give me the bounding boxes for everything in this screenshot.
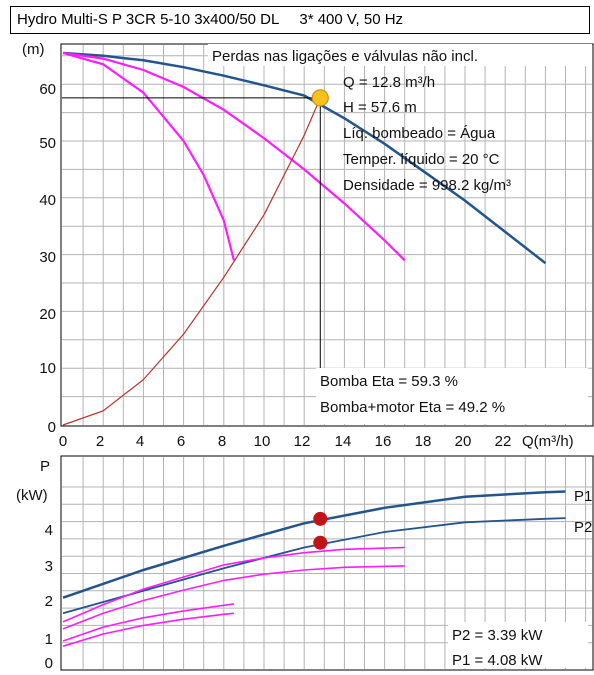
head-x-tick: 2 (96, 433, 104, 450)
head-x-tick: 18 (415, 433, 432, 450)
head-y-ticks: 0 10 20 30 40 50 60 (39, 81, 56, 436)
p1-reduced-speed-curve (62, 546, 405, 623)
head-x-tick: 16 (375, 433, 392, 450)
efficiency-note-bg (316, 368, 588, 424)
head-y-tick: 0 (48, 419, 56, 436)
p1-curve (62, 490, 566, 599)
head-lines (62, 51, 547, 426)
head-chart: (m) Q(m³/h) 0 10 20 30 40 50 60 0 2 4 6 … (22, 41, 594, 450)
head-x-ticks: 0 2 4 6 8 10 12 14 16 18 20 22 (59, 433, 512, 450)
losses-note-bg (208, 44, 592, 66)
p2-min-speed-curve (62, 612, 234, 647)
p1-note: P1 = 4.08 kW (452, 652, 543, 669)
losses-note: Perdas nas ligações e válvulas não incl. (212, 48, 478, 65)
duty-point-marker (311, 89, 329, 107)
p2-curve-label: P2 (574, 519, 592, 536)
head-x-tick: 10 (254, 433, 271, 450)
power-y-ticks: 0 1 2 3 4 (45, 522, 53, 672)
head-x-tick: 0 (59, 433, 67, 450)
temperature-note: Temper. líquido = 20 °C (343, 151, 500, 168)
pump-eta-note: Bomba Eta = 59.3 % (320, 373, 458, 390)
liquid-note: Líq. bombeado = Água (343, 125, 496, 142)
power-y-tick: 2 (45, 593, 53, 610)
power-supply: 3* 400 V, 50 Hz (299, 11, 404, 28)
power-chart: P (kW) 0 1 2 3 4 P1 P2 P2 = 3.39 kW P1 =… (16, 455, 594, 672)
head-x-unit-label: Q(m³/h) (522, 433, 574, 450)
head-y-tick: 50 (39, 135, 56, 152)
power-grid (62, 457, 592, 669)
p1-min-speed-curve (62, 603, 235, 642)
head-y-tick: 40 (39, 192, 56, 209)
head-x-tick: 12 (294, 433, 311, 450)
power-y-tick: 3 (45, 558, 53, 575)
power-y-axis-letter: P (40, 458, 50, 475)
head-y-unit-label: (m) (22, 41, 45, 58)
head-x-tick: 8 (218, 433, 226, 450)
power-y-tick: 1 (45, 631, 53, 648)
flow-note: Q = 12.8 m³/h (343, 74, 435, 91)
power-lines (62, 490, 566, 647)
power-notes: P2 = 3.39 kW P1 = 4.08 kW (448, 622, 588, 669)
pump-name: Hydro Multi-S P 3CR 5-10 3x400/50 DL (17, 11, 280, 28)
head-notes: Perdas nas ligações e válvulas não incl.… (208, 44, 592, 424)
head-grid (62, 45, 592, 425)
power-y-tick: 0 (45, 655, 53, 672)
pump-curve-reduced-speed (62, 51, 406, 262)
head-x-tick: 14 (335, 433, 352, 450)
density-note: Densidade = 998.2 kg/m³ (343, 177, 511, 194)
pump-motor-eta-note: Bomba+motor Eta = 49.2 % (320, 399, 505, 416)
power-y-unit-label: (kW) (16, 487, 48, 504)
power-y-tick: 4 (45, 522, 53, 539)
head-y-tick: 20 (39, 306, 56, 323)
head-y-tick: 30 (39, 249, 56, 266)
system-curve (62, 97, 321, 426)
p2-curve (62, 517, 566, 615)
p1-curve-label: P1 (574, 488, 592, 505)
p2-reduced-speed-curve (62, 565, 405, 630)
power-note-bg (448, 622, 588, 668)
pump-curve-min-speed (62, 51, 235, 261)
p2-note: P2 = 3.39 kW (452, 627, 543, 644)
pump-curve-full-speed (62, 51, 547, 265)
head-x-tick: 4 (136, 433, 144, 450)
head-x-tick: 20 (455, 433, 472, 450)
head-y-tick: 10 (39, 360, 56, 377)
head-note: H = 57.6 m (343, 99, 417, 116)
p2-duty-marker (313, 535, 328, 550)
head-x-tick: 6 (177, 433, 185, 450)
head-x-tick: 22 (495, 433, 512, 450)
head-y-tick: 60 (39, 81, 56, 98)
p1-duty-marker (313, 511, 328, 526)
pump-title-bar: Hydro Multi-S P 3CR 5-10 3x400/50 DL 3* 4… (10, 6, 590, 34)
